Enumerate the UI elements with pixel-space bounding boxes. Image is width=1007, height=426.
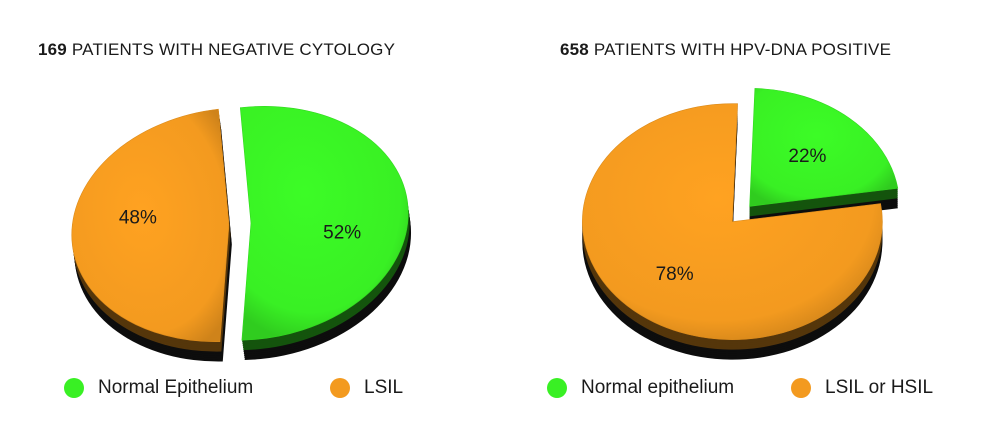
pie-slice-normal-epithelium (239, 106, 409, 341)
pie-chart-hpv-dna-positive: 22% 78% (582, 88, 899, 360)
chart-title-text: PATIENTS WITH NEGATIVE CYTOLOGY (66, 40, 396, 59)
legend-item-normal-epithelium: Normal epithelium (547, 377, 734, 399)
legend-label: LSIL (364, 377, 404, 398)
chart-title-text: PATIENTS WITH HPV-DNA POSITIVE (588, 40, 892, 59)
pie-body (582, 88, 899, 360)
pie-slice-normal-epithelium (749, 88, 899, 207)
legend-item-lsil: LSIL (330, 377, 403, 399)
pie-data-label: 48% (119, 208, 157, 229)
legend-swatch-orange (330, 378, 350, 398)
chart-title: 169 PATIENTS WITH NEGATIVE CYTOLOGY (38, 40, 395, 60)
chart-title: 658 PATIENTS WITH HPV-DNA POSITIVE (560, 40, 891, 60)
legend-swatch-orange (791, 378, 811, 398)
pie-chart-negative-cytology: 52% 48% (71, 106, 412, 362)
pie-data-label: 78% (656, 264, 694, 285)
pie-slice-lsil-or-hsil (582, 103, 883, 340)
legend-item-lsil-or-hsil: LSIL or HSIL (791, 377, 933, 399)
pie-data-label: 52% (323, 222, 361, 243)
pie-body (71, 106, 412, 362)
chart-panel-hpv-dna-positive: 658 PATIENTS WITH HPV-DNA POSITIVE 22% 78… (503, 0, 1003, 426)
legend-item-normal-epithelium: Normal Epithelium (64, 377, 253, 399)
legend-swatch-green (547, 378, 567, 398)
chart-title-count: 169 (38, 40, 67, 59)
pie-data-label: 22% (788, 146, 826, 167)
legend-label: LSIL or HSIL (825, 377, 934, 398)
legend-swatch-green (64, 378, 84, 398)
legend-label: Normal epithelium (581, 377, 735, 398)
legend-label: Normal Epithelium (98, 377, 254, 398)
pie-slice-lsil (71, 108, 230, 342)
chart-title-count: 658 (560, 40, 589, 59)
chart-panel-negative-cytology: 169 PATIENTS WITH NEGATIVE CYTOLOGY 52% 4… (0, 0, 500, 426)
